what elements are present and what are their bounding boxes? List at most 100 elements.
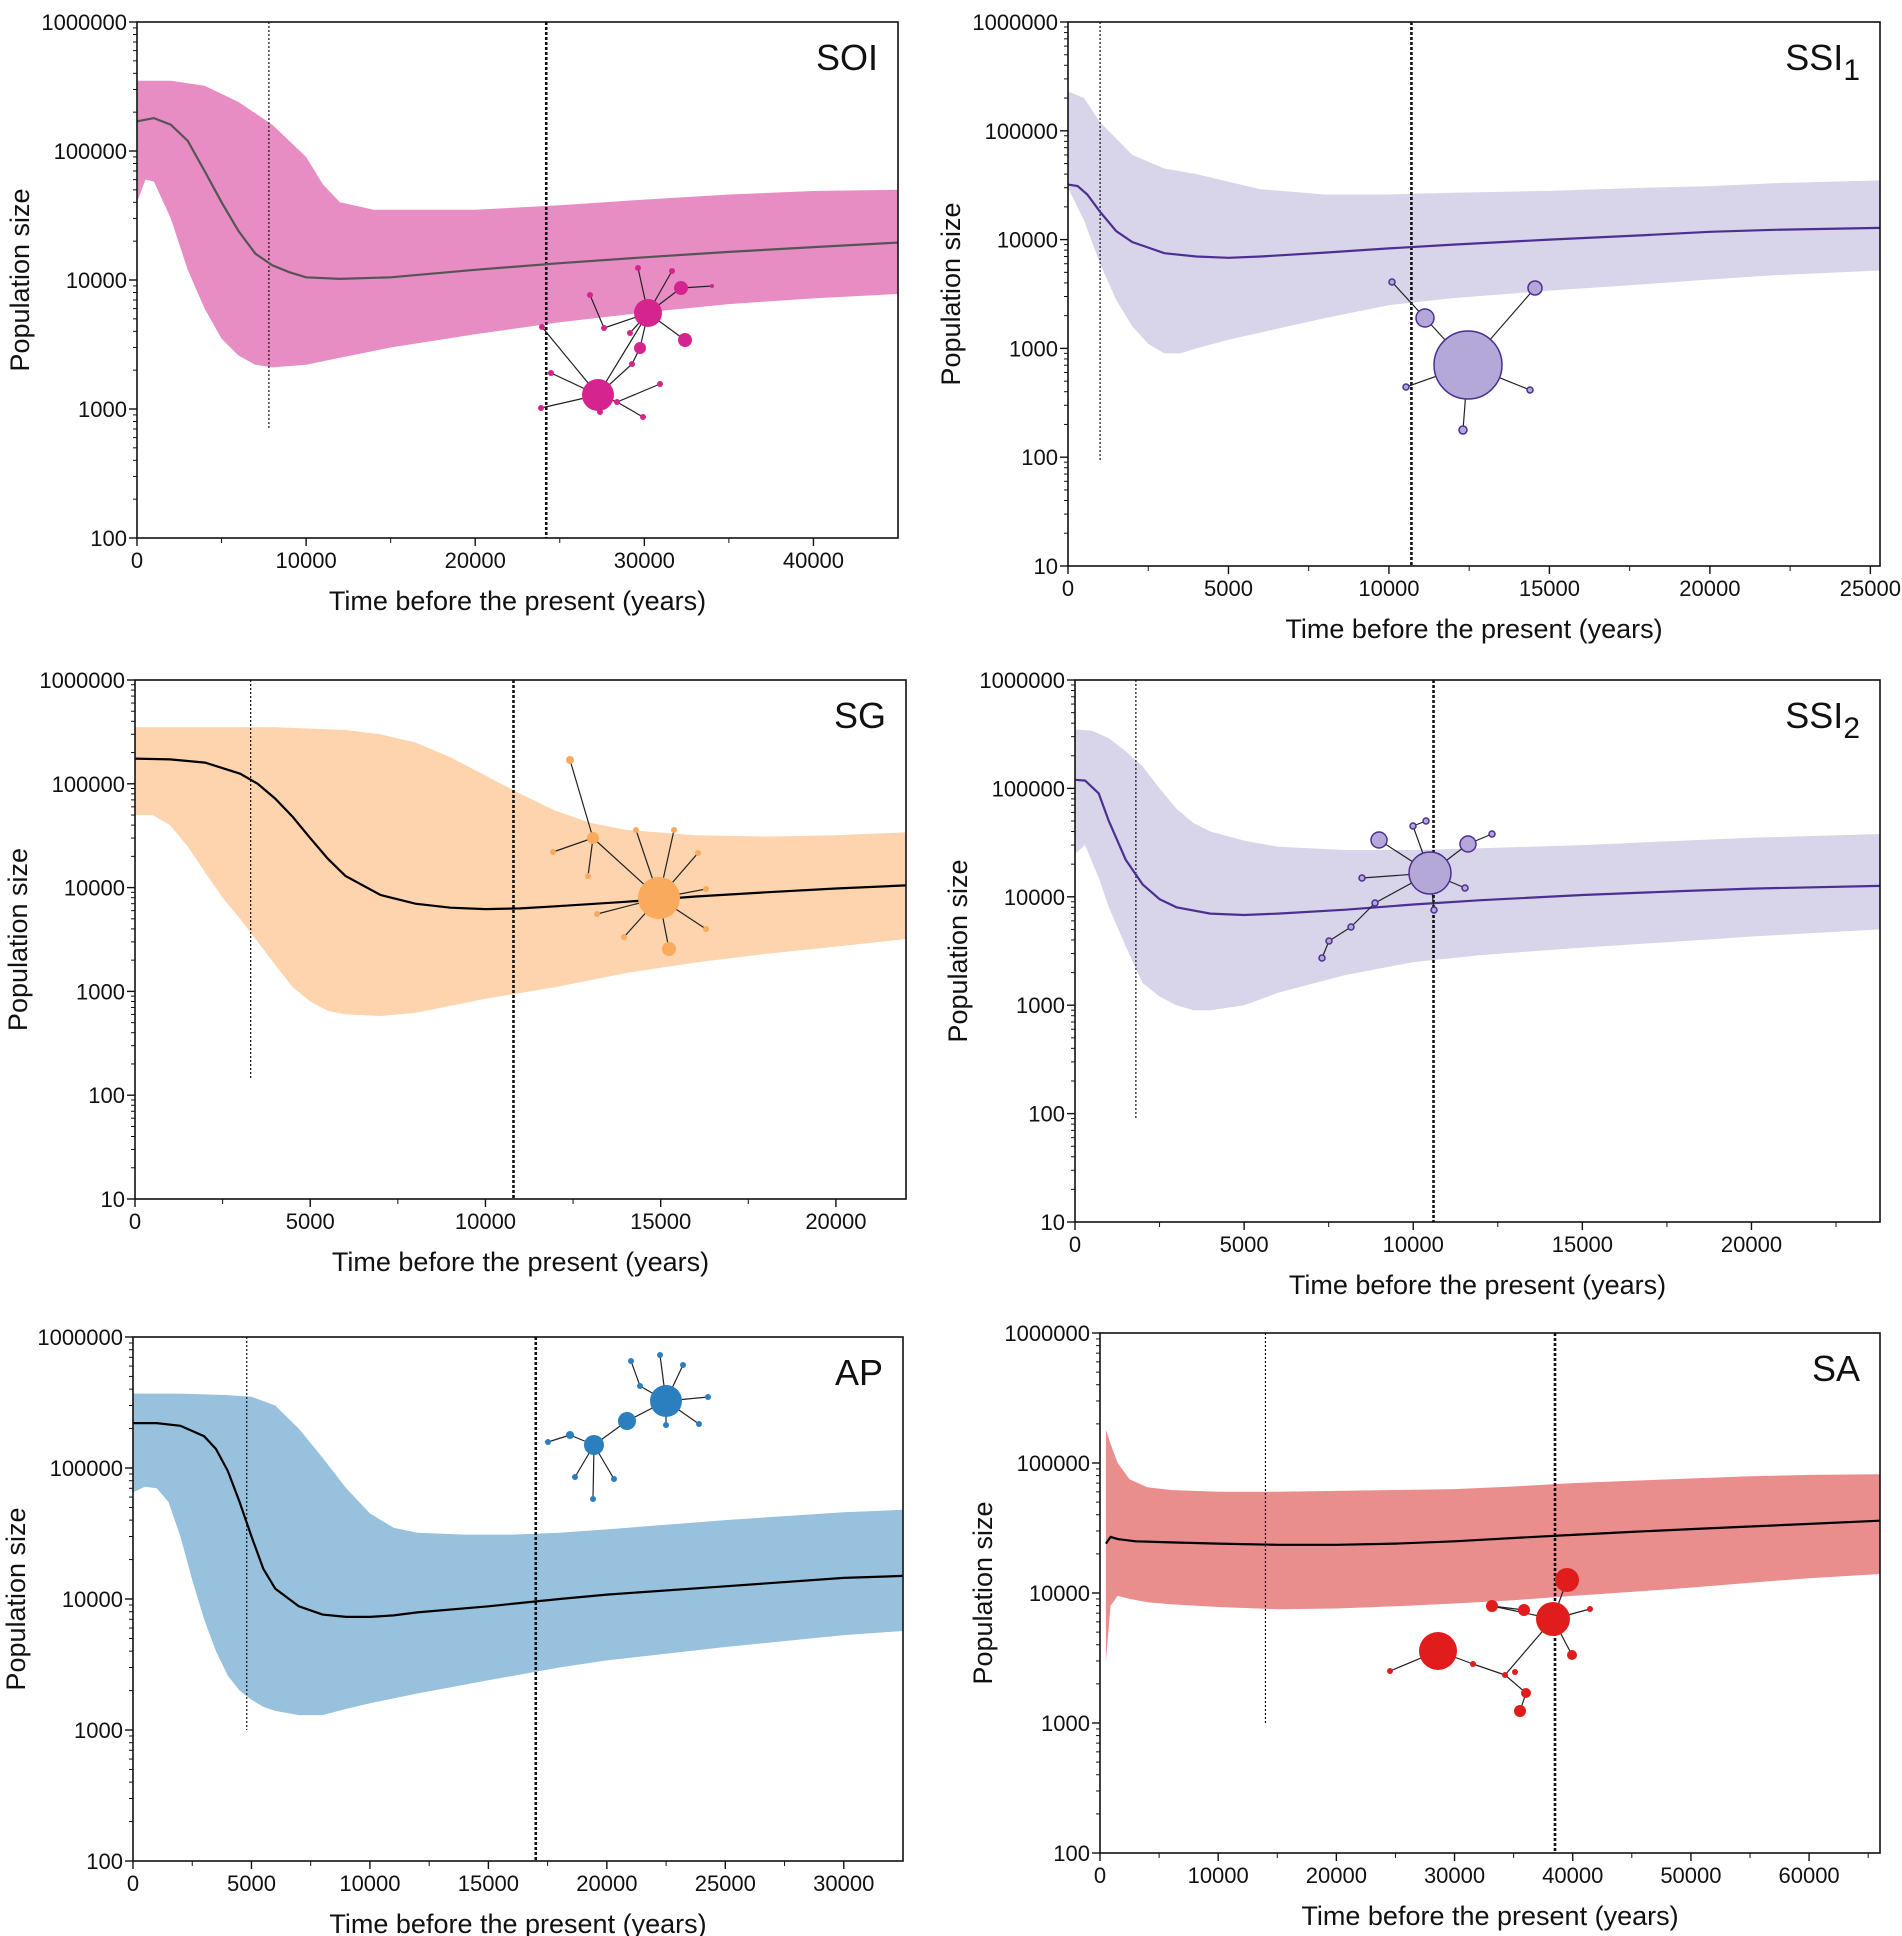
network-node	[587, 832, 599, 844]
network-node	[1587, 1606, 1593, 1612]
network-node	[590, 1496, 596, 1502]
network-node	[594, 911, 600, 917]
x-tick-label: 20000	[576, 1871, 637, 1896]
network-node	[566, 756, 574, 764]
network-node	[545, 1439, 551, 1445]
y-tick-label: 10000	[66, 268, 127, 293]
x-tick-label: 50000	[1660, 1863, 1721, 1888]
y-tick-label: 100000	[54, 139, 127, 164]
network-node	[1486, 1600, 1498, 1612]
network-node	[1410, 823, 1416, 829]
network-node	[572, 1474, 578, 1480]
y-tick-label: 1000	[1016, 993, 1065, 1018]
x-tick-label: 30000	[614, 548, 675, 573]
x-tick-label: 10000	[339, 1871, 400, 1896]
y-tick-label: 100000	[992, 776, 1065, 801]
x-tick-label: 15000	[630, 1209, 691, 1234]
confidence-band	[1075, 729, 1880, 1010]
y-tick-label: 1000000	[41, 10, 127, 35]
network-node	[678, 333, 692, 347]
chart-panel-6: 10010001000010000010000000 10000 20000 3000…	[968, 1321, 1880, 1931]
figure: 10010001000010000010000000 10000 20000 3000…	[0, 0, 1902, 1936]
y-tick-label: 1000000	[979, 668, 1065, 693]
y-tick-label: 1000	[1009, 336, 1058, 361]
network-node	[601, 325, 607, 331]
y-axis-label: Population size	[943, 859, 973, 1042]
y-tick-label: 1000000	[972, 10, 1058, 35]
network-node	[1567, 1650, 1577, 1660]
chart-panel-3: 1010010001000010000010000000 5000 10000 150…	[3, 668, 906, 1277]
x-tick-label: 0	[129, 1209, 141, 1234]
network-node	[703, 926, 709, 932]
network-node	[710, 284, 714, 288]
y-tick-label: 1000000	[37, 1325, 123, 1350]
network-node	[566, 1431, 574, 1439]
confidence-band	[133, 1394, 903, 1716]
y-tick-label: 1000	[78, 397, 127, 422]
network-node	[585, 873, 591, 879]
y-tick-label: 100000	[50, 1456, 123, 1481]
y-axis-label: Population size	[5, 188, 35, 371]
network-node	[621, 934, 627, 940]
x-tick-label: 30000	[813, 1871, 874, 1896]
haplotype-network	[545, 1352, 711, 1502]
network-node	[663, 1422, 669, 1428]
network-node	[587, 292, 593, 298]
network-edge	[1473, 1664, 1505, 1675]
x-tick-label: 5000	[286, 1209, 335, 1234]
network-node	[1521, 1688, 1531, 1698]
x-tick-label: 20000	[445, 548, 506, 573]
network-node	[633, 827, 639, 833]
network-node	[1536, 1602, 1570, 1636]
x-tick-label: 15000	[1552, 1232, 1613, 1257]
network-node	[538, 405, 544, 411]
y-tick-label: 100000	[52, 772, 125, 797]
network-node	[1319, 955, 1325, 961]
network-edge	[617, 384, 660, 402]
x-tick-label: 0	[1094, 1863, 1106, 1888]
network-node	[1416, 309, 1434, 327]
y-tick-label: 10000	[64, 876, 125, 901]
network-node	[1372, 900, 1378, 906]
network-node	[1359, 875, 1365, 881]
x-tick-label: 20000	[1721, 1232, 1782, 1257]
network-node	[657, 1352, 663, 1358]
network-node	[582, 379, 614, 411]
x-axis-label: Time before the present (years)	[329, 1909, 706, 1936]
x-tick-label: 10000	[276, 548, 337, 573]
y-tick-label: 100	[1021, 445, 1058, 470]
network-node	[1423, 818, 1429, 824]
y-tick-label: 10	[1041, 1210, 1065, 1235]
x-tick-label: 15000	[1519, 576, 1580, 601]
chart-panel-4: 1010010001000010000010000000 5000 10000 150…	[943, 668, 1880, 1300]
confidence-band	[1106, 1430, 1880, 1661]
x-tick-label: 20000	[1679, 576, 1740, 601]
network-node	[637, 1383, 643, 1389]
network-node	[614, 399, 620, 405]
confidence-band	[1068, 91, 1880, 353]
y-tick-label: 1000	[74, 1718, 123, 1743]
network-node	[1555, 1568, 1579, 1592]
network-node	[628, 1358, 634, 1364]
panel-title: SSI2	[1785, 695, 1860, 745]
network-node	[634, 299, 662, 327]
y-tick-label: 10	[1034, 554, 1058, 579]
panel-title: SA	[1812, 1348, 1860, 1389]
x-tick-label: 40000	[783, 548, 844, 573]
x-tick-label: 0	[131, 548, 143, 573]
x-axis-label: Time before the present (years)	[332, 1247, 709, 1277]
y-tick-label: 100000	[1017, 1451, 1090, 1476]
network-node	[1431, 907, 1437, 913]
y-tick-label: 100000	[985, 119, 1058, 144]
network-node	[1326, 938, 1332, 944]
panel-title: SSI1	[1785, 37, 1860, 87]
network-node	[638, 877, 680, 919]
y-tick-label: 1000000	[39, 668, 125, 693]
panel-title: AP	[835, 1352, 883, 1393]
network-node	[1489, 831, 1495, 837]
network-node	[695, 850, 701, 856]
confidence-band	[137, 81, 898, 368]
y-tick-label: 10	[101, 1187, 125, 1212]
chart-panel-1: 100 1000 10000 100000 1000000 0 10000 20000 3000…	[5, 10, 898, 616]
x-axis-label: Time before the present (years)	[1301, 1901, 1678, 1931]
